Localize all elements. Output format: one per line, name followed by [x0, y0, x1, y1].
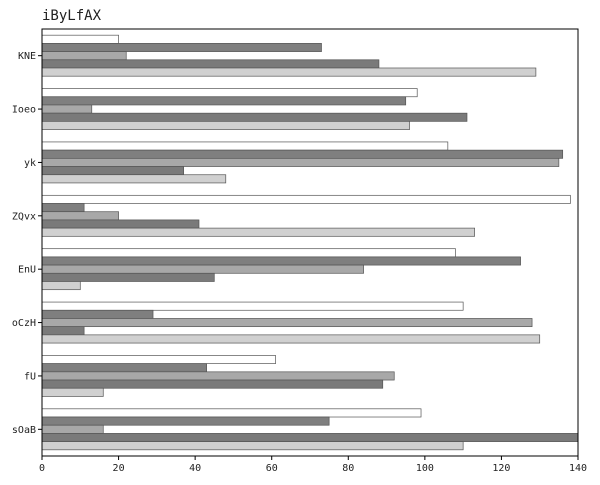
- bar-KNE-s5: [41, 67, 537, 77]
- bar-yk-s2: [41, 149, 564, 159]
- bar-fU-s5: [41, 387, 104, 397]
- bar-oCzH-s4: [41, 326, 85, 336]
- bar-KNE-s2: [41, 43, 322, 52]
- y-tick-label: KNE: [18, 51, 36, 62]
- y-tick-label: fU: [24, 371, 36, 382]
- bar-ZQvx-s5: [41, 227, 475, 237]
- x-tick-label: 0: [39, 463, 45, 474]
- bar-oCzH-s5: [41, 334, 541, 344]
- x-tick-label: 80: [342, 463, 354, 474]
- bar-fU-s4: [41, 379, 384, 389]
- bar-fU-s3: [41, 371, 395, 381]
- bar-yk-s5: [41, 174, 227, 184]
- bar-EnU-s3: [41, 264, 364, 274]
- y-tick-label: sOaB: [12, 425, 36, 436]
- bar-ZQvx-s2: [41, 203, 85, 213]
- y-tick-label: yk: [24, 158, 36, 169]
- bar-sOaB-s2: [41, 416, 330, 426]
- chart-title: iByLfAX: [42, 8, 102, 24]
- bar-oCzH-s2: [41, 309, 154, 319]
- y-tick-label: ZQvx: [12, 211, 36, 222]
- bar-Ioeo-s1: [41, 88, 418, 98]
- y-tick-label: Ioeo: [12, 105, 36, 116]
- bar-ZQvx-s3: [41, 211, 119, 221]
- bar-sOaB-s3: [41, 424, 104, 434]
- x-tick-label: 20: [113, 463, 125, 474]
- bar-sOaB-s1: [41, 408, 422, 418]
- bar-Ioeo-s4: [41, 112, 468, 122]
- bar-fU-s1: [41, 355, 276, 364]
- bar-sOaB-s5: [41, 441, 464, 451]
- bar-ZQvx-s1: [41, 194, 571, 204]
- chart-axes: KNE Ioeo yk ZQvx EnU oCzH fU sOaB 0 20 40 60 80 100 12…: [12, 51, 587, 474]
- bar-EnU-s1: [41, 248, 456, 258]
- chart-marks: [41, 34, 579, 451]
- x-tick-label: 40: [189, 463, 201, 474]
- x-tick-label: 120: [492, 463, 510, 474]
- x-tick-label: 60: [266, 463, 278, 474]
- bar-oCzH-s3: [41, 318, 533, 328]
- bar-KNE-s3: [41, 51, 127, 61]
- bar-fU-s2: [41, 363, 207, 373]
- bar-EnU-s2: [41, 256, 521, 266]
- bar-oCzH-s1: [41, 301, 464, 311]
- y-tick-label: oCzH: [12, 318, 36, 329]
- bar-Ioeo-s2: [41, 96, 407, 106]
- bar-EnU-s5: [41, 281, 81, 291]
- bar-Ioeo-s5: [41, 121, 410, 130]
- bar-Ioeo-s3: [41, 104, 93, 114]
- bar-yk-s4: [41, 166, 185, 176]
- bar-EnU-s4: [41, 272, 215, 282]
- bar-ZQvx-s4: [41, 219, 200, 229]
- bar-yk-s3: [41, 157, 560, 167]
- bar-sOaB-s4: [41, 433, 579, 442]
- bar-KNE-s4: [41, 59, 380, 69]
- plot-frame: [41, 28, 579, 457]
- bar-KNE-s1: [41, 34, 119, 44]
- x-tick-label: 140: [569, 463, 587, 474]
- bar-yk-s1: [41, 141, 449, 151]
- x-tick-label: 100: [416, 463, 434, 474]
- y-tick-label: EnU: [18, 265, 36, 276]
